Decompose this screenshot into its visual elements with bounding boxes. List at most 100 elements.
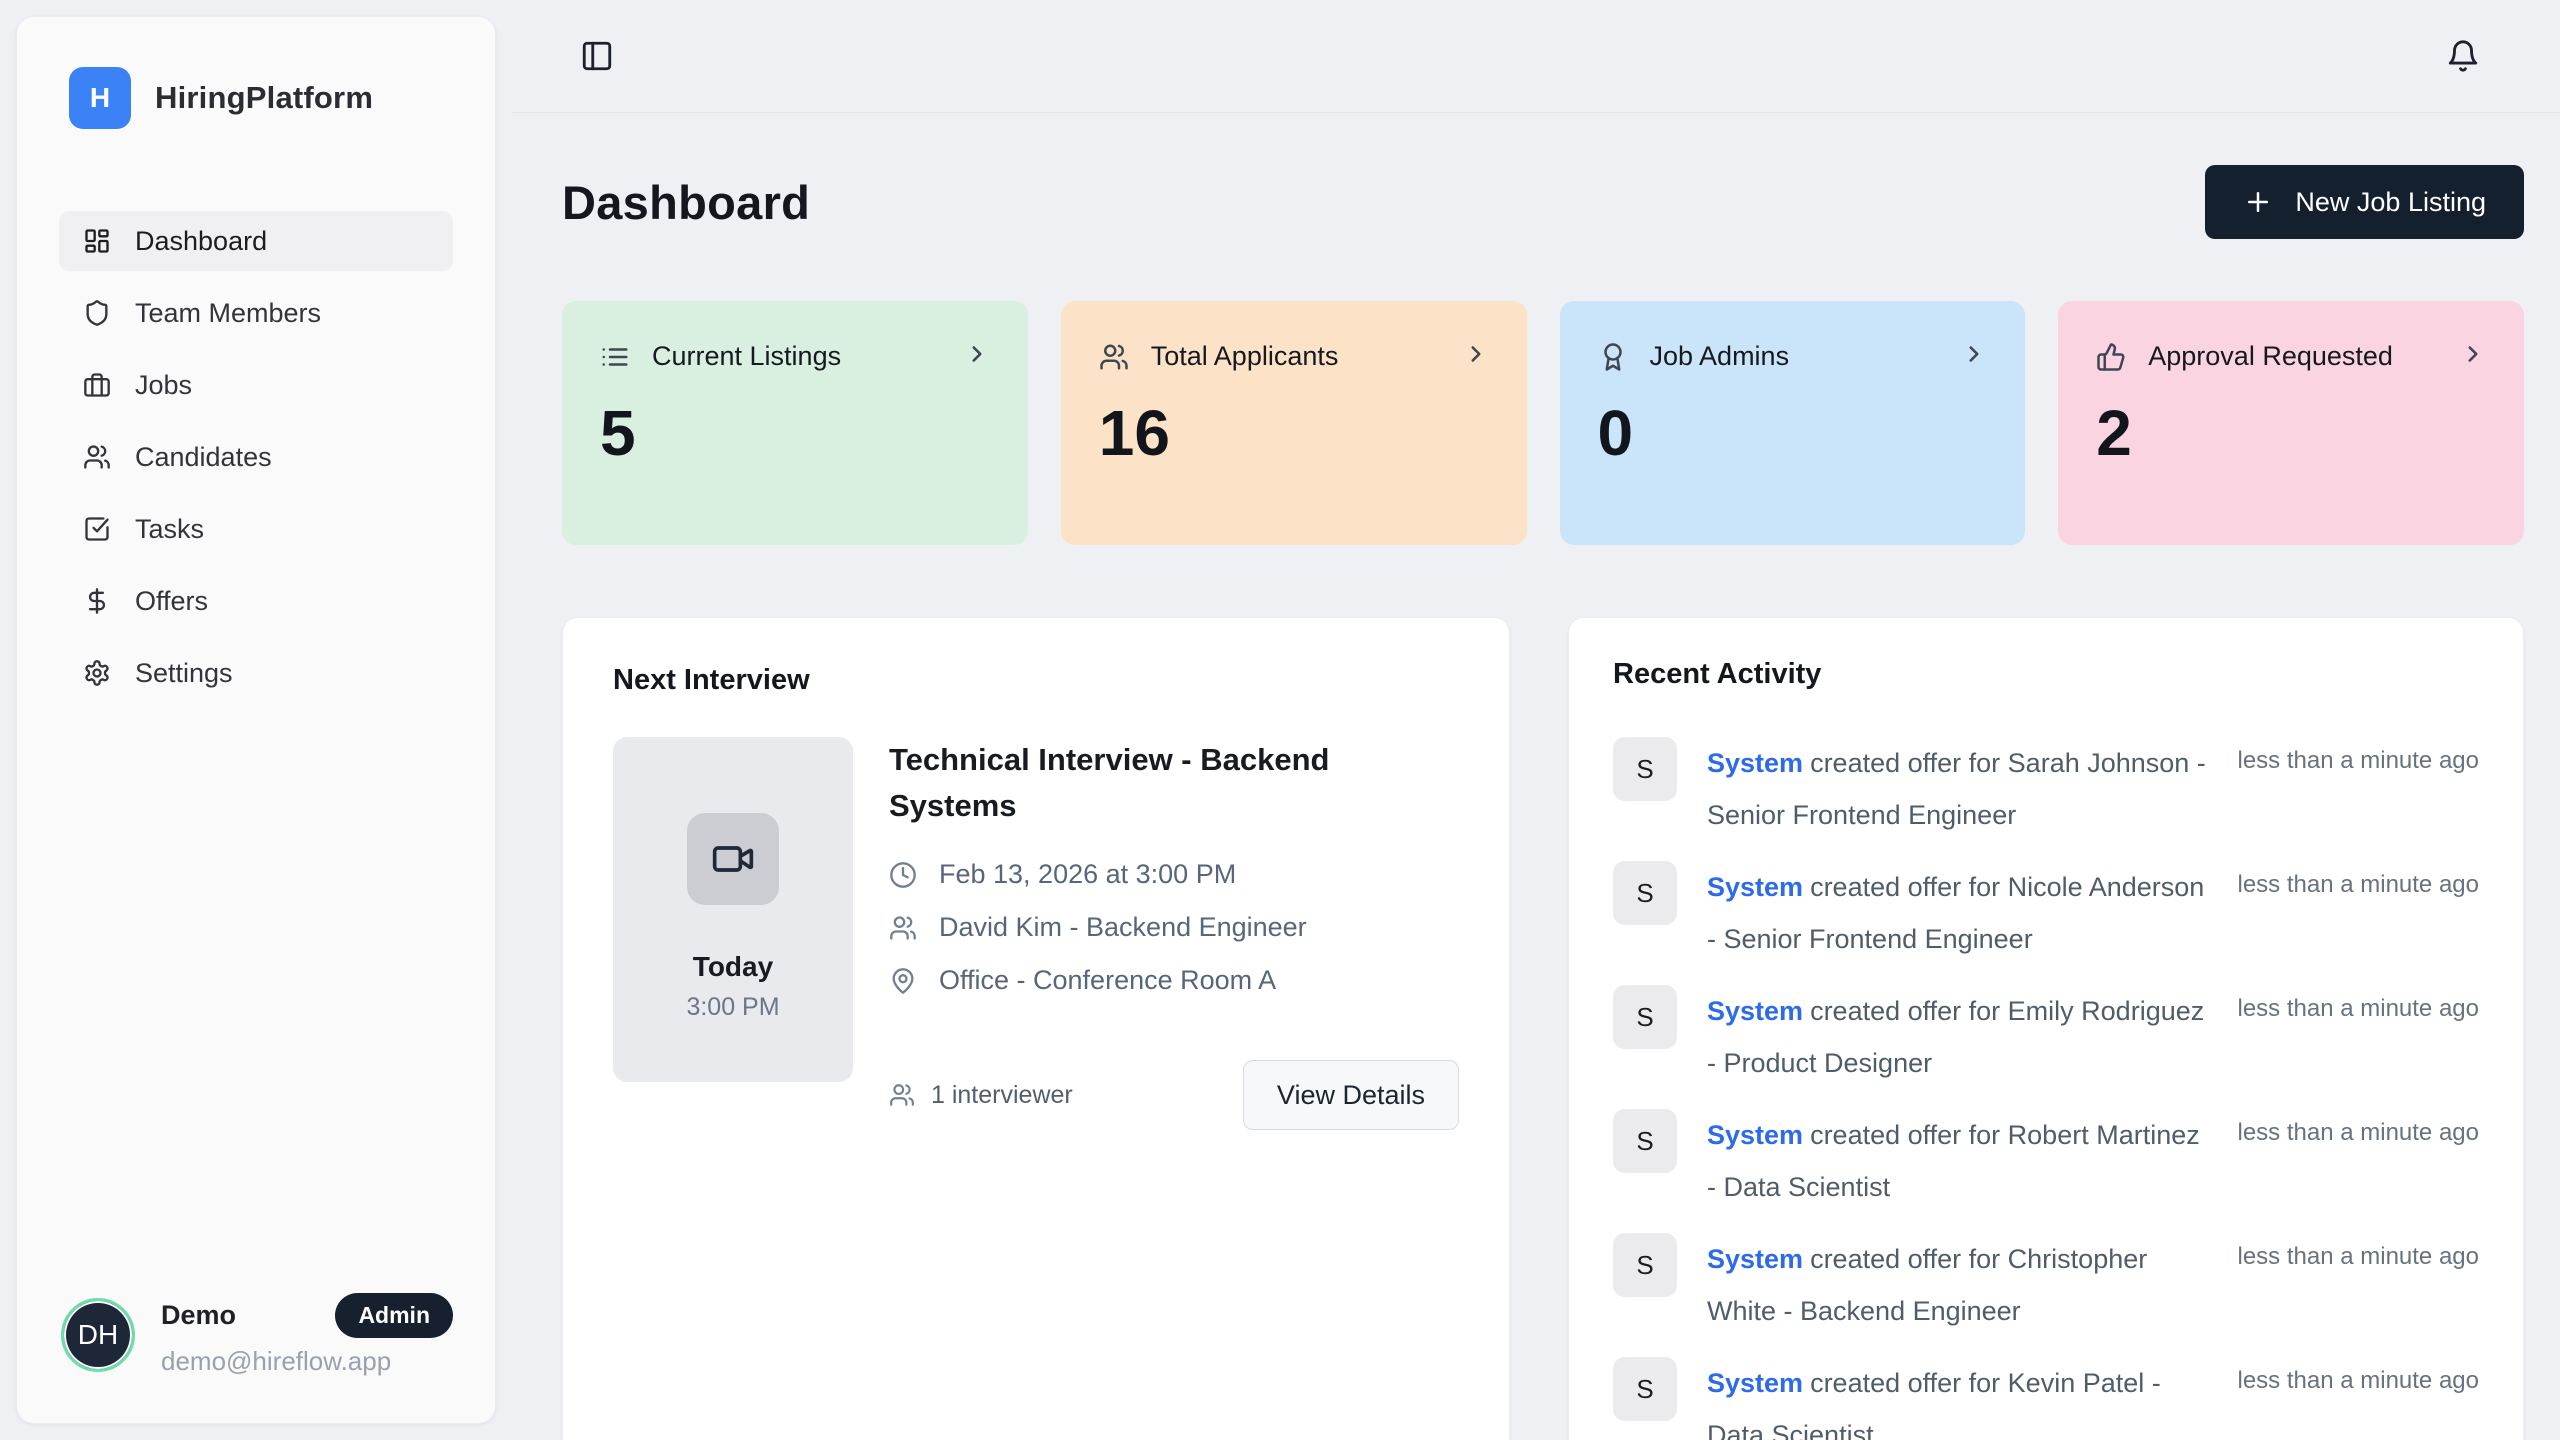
stat-value: 16	[1098, 397, 1170, 469]
stat-card-job-admins[interactable]: Job Admins 0	[1559, 301, 2026, 545]
sidebar-item-candidates[interactable]: Candidates	[59, 427, 453, 487]
avatar-initials: DH	[77, 1319, 119, 1350]
avatar: DH	[61, 1298, 135, 1372]
activity-item: S System created offer for Robert Martine…	[1613, 1109, 2479, 1213]
role-badge: Admin	[335, 1293, 453, 1338]
activity-actor[interactable]: System	[1707, 748, 1804, 778]
stat-card-approval-requested[interactable]: Approval Requested 2	[2058, 301, 2524, 545]
users-icon	[890, 915, 916, 940]
activity-actor[interactable]: System	[1707, 1244, 1804, 1274]
sidebar-nav: Dashboard Team Members Jobs Candidates T…	[17, 211, 495, 1293]
square-check-icon	[85, 517, 109, 541]
activity-avatar: S	[1613, 1233, 1677, 1297]
recent-activity-title: Recent Activity	[1613, 658, 1822, 690]
list-icon	[602, 347, 628, 366]
stat-value: 2	[2096, 397, 2132, 469]
interview-schedule-tile: Today 3:00 PM	[613, 737, 853, 1082]
sidebar-item-label: Offers	[135, 585, 209, 616]
activity-item: S System created offer for Emily Rodrigue…	[1613, 985, 2479, 1089]
users-icon	[84, 445, 110, 469]
interviewer-count: 1 interviewer	[889, 1081, 1243, 1110]
interview-time: 3:00 PM	[686, 993, 780, 1021]
sidebar-item-label: Team Members	[135, 297, 322, 328]
activity-list: S System created offer for Sarah Johnson …	[1613, 737, 2479, 1440]
activity-avatar: S	[1613, 861, 1677, 925]
brand-initial: H	[89, 82, 111, 113]
users-icon	[1100, 344, 1128, 369]
activity-timestamp: less than a minute ago	[2237, 995, 2480, 1022]
activity-timestamp: less than a minute ago	[2237, 747, 2480, 774]
activity-actor[interactable]: System	[1707, 996, 1804, 1026]
sidebar-user[interactable]: DH Demo Admin demo@hireflow.app	[17, 1293, 495, 1423]
sidebar-item-label: Tasks	[135, 513, 205, 544]
activity-item: S System created offer for Kevin Patel - …	[1613, 1357, 2479, 1440]
stats-row: Current Listings 5 Total Applicants 16	[562, 301, 2524, 545]
sidebar-item-label: Dashboard	[135, 225, 268, 256]
user-email: demo@hireflow.app	[161, 1346, 392, 1376]
briefcase-icon	[84, 373, 110, 397]
activity-avatar: S	[1613, 737, 1677, 801]
activity-timestamp: less than a minute ago	[2237, 1367, 2480, 1394]
activity-item: S System created offer for Sarah Johnson …	[1613, 737, 2479, 841]
view-details-button[interactable]: View Details	[1242, 1060, 1459, 1130]
gear-icon	[85, 660, 109, 686]
user-block: Demo Admin demo@hireflow.app	[161, 1293, 453, 1377]
map-pin-icon	[892, 967, 914, 994]
interview-location: Office - Conference Room A	[939, 965, 1277, 995]
user-name: Demo	[161, 1300, 237, 1330]
video-camera-icon	[712, 846, 754, 872]
sidebar-item-team-members[interactable]: Team Members	[59, 283, 453, 343]
activity-actor[interactable]: System	[1707, 1368, 1804, 1398]
stat-value: 0	[1597, 397, 1634, 469]
brand-name: HiringPlatform	[155, 80, 374, 115]
interview-location-row: Office - Conference Room A	[889, 965, 1459, 996]
activity-text: System created offer for Kevin Patel - Da…	[1707, 1368, 2161, 1440]
activity-timestamp: less than a minute ago	[2237, 1243, 2480, 1270]
brand: H HiringPlatform	[17, 17, 495, 129]
stat-label: Total Applicants	[1150, 341, 1339, 371]
stat-label: Job Admins	[1649, 341, 1790, 371]
interview-day: Today	[692, 951, 774, 982]
activity-actor[interactable]: System	[1707, 872, 1804, 902]
stat-card-current-listings[interactable]: Current Listings 5	[562, 301, 1028, 545]
activity-text: System created offer for Emily Rodriguez …	[1707, 996, 2205, 1078]
activity-text: System created offer for Robert Martinez …	[1707, 1120, 2200, 1202]
sidebar-item-label: Candidates	[135, 441, 272, 472]
new-job-listing-button[interactable]: New Job Listing	[2205, 165, 2524, 239]
sidebar-item-label: Settings	[135, 657, 233, 688]
page-title: Dashboard	[562, 175, 811, 229]
interview-person-row: David Kim - Backend Engineer	[889, 912, 1459, 943]
sidebar-item-jobs[interactable]: Jobs	[59, 355, 453, 415]
sidebar-item-offers[interactable]: Offers	[59, 571, 453, 631]
chevron-right-icon	[1463, 341, 1489, 372]
thumbs-up-icon	[2097, 342, 2125, 371]
chevron-right-icon	[1961, 341, 1987, 372]
activity-actor[interactable]: System	[1707, 1120, 1804, 1150]
recent-activity-panel: Recent Activity S System created offer fo…	[1568, 617, 2524, 1440]
sidebar-item-settings[interactable]: Settings	[59, 643, 453, 703]
sidebar-item-label: Jobs	[135, 369, 193, 400]
plus-icon	[2248, 192, 2269, 212]
sidebar-toggle-button[interactable]	[574, 33, 620, 79]
video-camera-badge	[687, 813, 779, 905]
activity-timestamp: less than a minute ago	[2237, 871, 2480, 898]
dollar-sign-icon	[88, 588, 106, 614]
stat-card-total-applicants[interactable]: Total Applicants 16	[1060, 301, 1527, 545]
clock-icon	[890, 861, 916, 888]
activity-item: S System created offer for Christopher Wh…	[1613, 1233, 2479, 1337]
stat-label: Current Listings	[652, 341, 842, 371]
bell-icon	[2448, 40, 2478, 72]
notifications-button[interactable]	[2440, 33, 2486, 79]
activity-timestamp: less than a minute ago	[2237, 1119, 2480, 1146]
interview-date-row: Feb 13, 2026 at 3:00 PM	[889, 859, 1459, 890]
users-icon	[890, 1084, 914, 1106]
stat-label: Approval Requested	[2148, 341, 2393, 371]
award-icon	[1603, 342, 1622, 371]
layout-dashboard-icon	[85, 229, 109, 253]
sidebar-item-tasks[interactable]: Tasks	[59, 499, 453, 559]
content: Dashboard New Job Listing Current Listin…	[512, 113, 2560, 1440]
activity-text: System created offer for Sarah Johnson - …	[1707, 748, 2206, 830]
sidebar-item-dashboard[interactable]: Dashboard	[59, 211, 453, 271]
new-job-listing-label: New Job Listing	[2295, 186, 2486, 217]
